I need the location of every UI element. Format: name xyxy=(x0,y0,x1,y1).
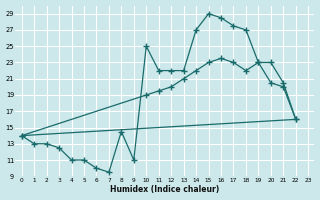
X-axis label: Humidex (Indice chaleur): Humidex (Indice chaleur) xyxy=(110,185,220,194)
